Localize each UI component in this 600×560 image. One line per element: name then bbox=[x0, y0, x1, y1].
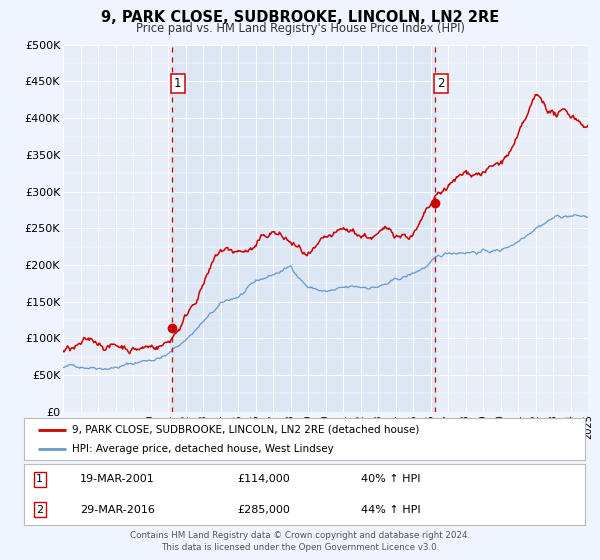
Text: Price paid vs. HM Land Registry's House Price Index (HPI): Price paid vs. HM Land Registry's House … bbox=[136, 22, 464, 35]
Text: 9, PARK CLOSE, SUDBROOKE, LINCOLN, LN2 2RE: 9, PARK CLOSE, SUDBROOKE, LINCOLN, LN2 2… bbox=[101, 10, 499, 25]
Text: 1: 1 bbox=[36, 474, 43, 484]
Text: 9, PARK CLOSE, SUDBROOKE, LINCOLN, LN2 2RE (detached house): 9, PARK CLOSE, SUDBROOKE, LINCOLN, LN2 2… bbox=[71, 424, 419, 435]
Text: 2: 2 bbox=[437, 77, 445, 90]
Text: £114,000: £114,000 bbox=[237, 474, 290, 484]
Text: 1: 1 bbox=[174, 77, 182, 90]
Text: HPI: Average price, detached house, West Lindsey: HPI: Average price, detached house, West… bbox=[71, 444, 334, 454]
Text: 44% ↑ HPI: 44% ↑ HPI bbox=[361, 505, 420, 515]
Text: £285,000: £285,000 bbox=[237, 505, 290, 515]
Bar bbox=[172, 45, 435, 412]
Text: 40% ↑ HPI: 40% ↑ HPI bbox=[361, 474, 420, 484]
Text: 29-MAR-2016: 29-MAR-2016 bbox=[80, 505, 155, 515]
Text: 19-MAR-2001: 19-MAR-2001 bbox=[80, 474, 155, 484]
Text: 2: 2 bbox=[36, 505, 43, 515]
Text: Contains HM Land Registry data © Crown copyright and database right 2024.
This d: Contains HM Land Registry data © Crown c… bbox=[130, 531, 470, 552]
